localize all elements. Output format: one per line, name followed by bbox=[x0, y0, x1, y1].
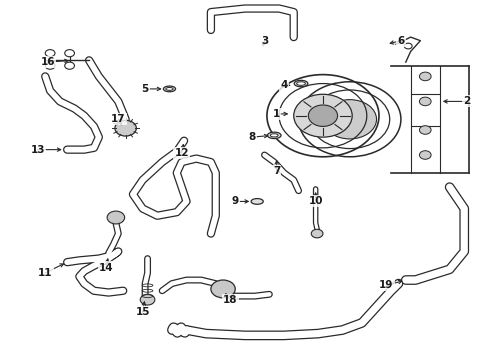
Text: 17: 17 bbox=[111, 114, 125, 124]
Circle shape bbox=[308, 105, 338, 126]
Ellipse shape bbox=[296, 82, 305, 85]
Text: 19: 19 bbox=[379, 280, 393, 291]
Text: 4: 4 bbox=[280, 80, 288, 90]
Ellipse shape bbox=[268, 132, 281, 139]
Ellipse shape bbox=[166, 87, 173, 90]
Text: 3: 3 bbox=[261, 36, 268, 46]
Circle shape bbox=[404, 43, 412, 49]
Text: 9: 9 bbox=[232, 197, 239, 206]
Ellipse shape bbox=[163, 86, 175, 92]
Text: 6: 6 bbox=[397, 36, 405, 46]
Ellipse shape bbox=[294, 80, 308, 87]
Circle shape bbox=[419, 151, 431, 159]
Text: 2: 2 bbox=[463, 96, 470, 107]
Circle shape bbox=[419, 97, 431, 106]
Circle shape bbox=[115, 120, 136, 136]
Text: 15: 15 bbox=[135, 307, 150, 317]
Circle shape bbox=[140, 294, 155, 305]
Circle shape bbox=[65, 62, 74, 69]
Text: 7: 7 bbox=[273, 166, 280, 176]
Circle shape bbox=[45, 62, 55, 69]
Text: 16: 16 bbox=[40, 57, 55, 67]
Circle shape bbox=[419, 72, 431, 81]
Text: 12: 12 bbox=[174, 148, 189, 158]
Text: 8: 8 bbox=[249, 132, 256, 142]
Text: 11: 11 bbox=[38, 268, 52, 278]
Circle shape bbox=[294, 94, 352, 137]
Text: 14: 14 bbox=[99, 262, 114, 273]
Text: 13: 13 bbox=[31, 145, 45, 155]
Ellipse shape bbox=[270, 134, 278, 137]
Circle shape bbox=[65, 50, 74, 57]
Text: 1: 1 bbox=[273, 109, 280, 119]
Circle shape bbox=[107, 211, 124, 224]
Text: 5: 5 bbox=[142, 84, 149, 94]
Circle shape bbox=[323, 100, 376, 139]
Circle shape bbox=[45, 50, 55, 57]
Text: 18: 18 bbox=[223, 295, 238, 305]
Circle shape bbox=[211, 280, 235, 298]
Ellipse shape bbox=[251, 199, 263, 204]
Circle shape bbox=[419, 126, 431, 134]
Circle shape bbox=[311, 229, 323, 238]
Text: 10: 10 bbox=[308, 197, 323, 206]
